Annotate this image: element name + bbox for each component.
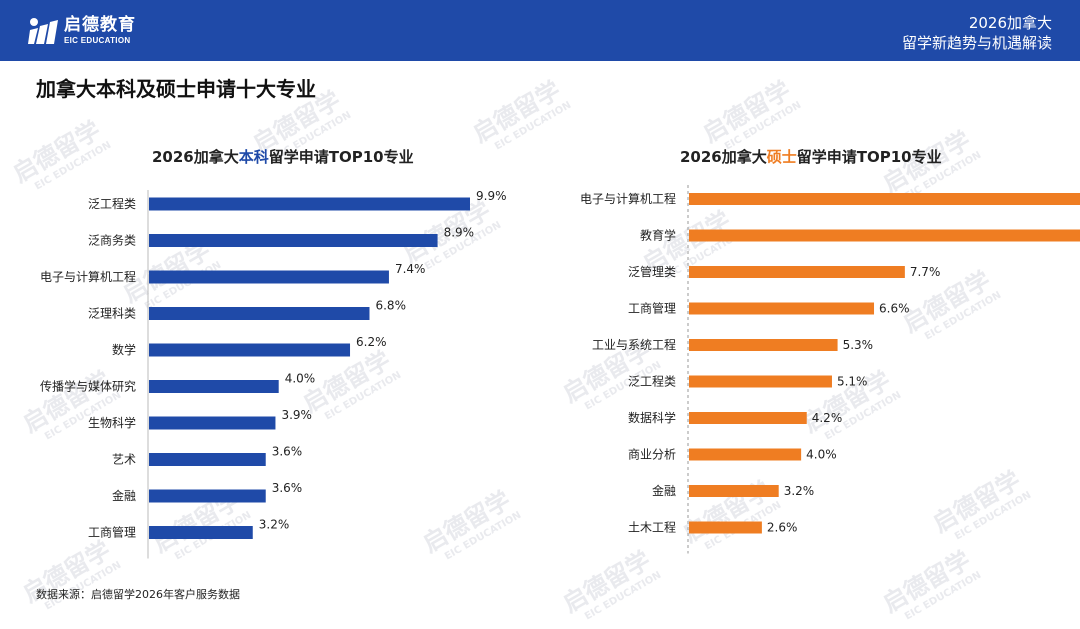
bar	[689, 339, 838, 351]
category-label: 金融	[112, 488, 136, 503]
right-chart-title-highlight: 硕士	[766, 148, 797, 166]
category-label: 泛工程类	[88, 196, 136, 211]
category-label: 商业分析	[628, 447, 676, 462]
category-label: 传播学与媒体研究	[40, 379, 136, 394]
left-chart-title-post: 留学申请TOP10专业	[268, 148, 414, 166]
category-label: 电子与计算机工程	[40, 269, 136, 284]
category-label: 工业与系统工程	[592, 337, 676, 352]
watermark-text-en: EIC EDUCATION	[582, 569, 664, 623]
watermark-text-en: EIC EDUCATION	[902, 569, 984, 623]
bar	[689, 521, 762, 534]
bar	[149, 343, 351, 357]
page-title: 加拿大本科及硕士申请十大专业	[36, 77, 316, 101]
bar	[149, 416, 276, 430]
value-label: 4.2%	[812, 411, 843, 425]
header-subtitle: 2026加拿大 留学新趋势与机遇解读	[902, 13, 1052, 53]
watermark-text-cn: 启德留学	[698, 75, 796, 149]
logo-name-cn: 启德教育	[64, 15, 136, 35]
bar	[689, 448, 802, 461]
eic-logo-icon	[28, 18, 58, 44]
masters-bar-chart: 电子与计算机工程17.8%教育学15.4%泛管理类7.7%工商管理6.6%工业与…	[580, 185, 1080, 554]
category-label: 工商管理	[628, 301, 676, 316]
category-label: 数学	[112, 342, 136, 357]
value-label: 3.6%	[272, 481, 303, 495]
category-label: 教育学	[640, 228, 676, 243]
value-label: 4.0%	[806, 448, 837, 462]
bar	[149, 234, 438, 247]
value-label: 6.8%	[375, 299, 406, 313]
right-chart-title-post: 留学申请TOP10专业	[796, 148, 942, 166]
logo-name-en: EIC EDUCATION	[64, 36, 131, 45]
value-label: 5.3%	[843, 338, 874, 352]
value-label: 6.2%	[356, 335, 387, 349]
bar	[149, 489, 266, 503]
bar	[149, 307, 370, 320]
bar	[689, 485, 779, 497]
value-label: 3.2%	[784, 484, 815, 498]
value-label: 8.9%	[444, 226, 475, 240]
left-chart-title-pre: 2026加拿大	[152, 148, 239, 166]
value-label: 3.2%	[259, 518, 290, 532]
bar	[689, 412, 807, 424]
data-source-note: 数据来源：启德留学2026年客户服务数据	[36, 588, 240, 601]
bar	[689, 375, 832, 388]
category-label: 工商管理	[88, 525, 136, 540]
bar	[149, 380, 279, 393]
left-chart-title: 2026加拿大本科留学申请TOP10专业	[152, 146, 414, 167]
value-label: 3.6%	[272, 445, 303, 459]
bar	[689, 229, 1080, 242]
value-label: 2.6%	[767, 521, 798, 535]
value-label: 6.6%	[879, 302, 910, 316]
category-label: 艺术	[112, 453, 136, 467]
bar	[689, 302, 875, 315]
value-label: 7.4%	[395, 262, 426, 276]
category-label: 生物科学	[88, 415, 136, 430]
logo: 启德教育 EIC EDUCATION	[26, 12, 136, 50]
category-label: 泛理科类	[88, 307, 136, 321]
category-label: 金融	[652, 483, 676, 498]
right-chart-title-pre: 2026加拿大	[680, 148, 767, 166]
header-line-2: 留学新趋势与机遇解读	[901, 34, 1052, 52]
category-label: 数据科学	[628, 410, 676, 425]
bar	[149, 270, 389, 284]
value-label: 4.0%	[285, 372, 316, 386]
category-label: 泛商务类	[88, 233, 136, 248]
bar	[149, 453, 266, 466]
header-line-1: 2026加拿大	[968, 14, 1052, 32]
watermark-text-cn: 启德留学	[468, 75, 566, 149]
category-label: 泛工程类	[628, 374, 676, 389]
category-label: 电子与计算机工程	[580, 191, 676, 206]
undergrad-bar-chart: 泛工程类 9.9% 泛商务类 8.9% 电子与计算机工程 7.4% 泛理科类 6.8% 数学 6.…	[40, 189, 507, 559]
bar	[689, 266, 905, 278]
category-label: 土木工程	[628, 520, 676, 535]
header-bar: 启德教育 EIC EDUCATION 2026加拿大 留学新趋势与机遇解读	[0, 0, 1080, 61]
bar	[149, 197, 470, 211]
value-label: 3.9%	[281, 408, 312, 422]
value-label: 7.7%	[910, 265, 941, 279]
left-chart-title-highlight: 本科	[238, 148, 269, 166]
value-label: 9.9%	[476, 189, 507, 203]
value-label: 5.1%	[837, 375, 868, 389]
bar	[149, 526, 253, 539]
right-chart-title: 2026加拿大硕士留学申请TOP10专业	[680, 146, 942, 167]
category-label: 泛管理类	[628, 264, 676, 279]
bar	[689, 193, 1080, 205]
